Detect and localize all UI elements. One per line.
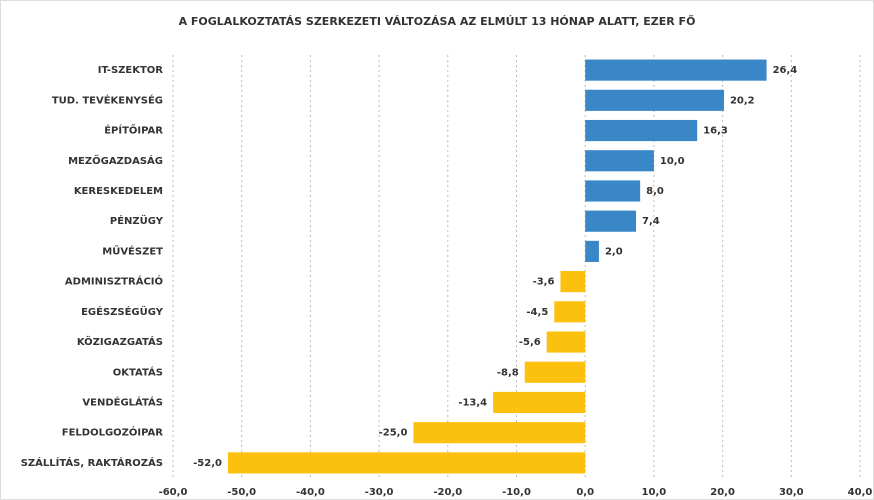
x-tick-label: -10,0: [502, 487, 531, 498]
data-label: -52,0: [193, 458, 222, 469]
x-tick-label: 40,0: [848, 487, 873, 498]
bar: [585, 89, 724, 111]
y-tick-label: KERESKEDELEM: [74, 186, 163, 197]
bar: [560, 271, 586, 293]
data-label: -13,4: [458, 397, 487, 408]
y-tick-label: MŰVÉSZET: [102, 243, 163, 257]
x-tick-label: -20,0: [433, 487, 462, 498]
y-tick-label: TUD. TEVÉKENYSÉG: [52, 93, 163, 106]
data-label: -4,5: [526, 307, 548, 318]
data-label: 20,2: [730, 95, 755, 106]
bar: [493, 391, 586, 414]
bar: [585, 119, 698, 142]
y-tick-label: IT-SZEKTOR: [98, 65, 164, 76]
y-tick-label: SZÁLLÍTÁS, RAKTÁROZÁS: [21, 456, 163, 469]
y-tick-label: OKTATÁS: [113, 365, 163, 378]
bar: [413, 422, 586, 444]
data-label: 10,0: [660, 156, 685, 167]
bar: [585, 240, 599, 262]
bar: [227, 452, 586, 474]
data-label: -5,6: [519, 337, 541, 348]
x-tick-label: -60,0: [159, 487, 188, 498]
x-tick-label: -40,0: [296, 487, 325, 498]
data-label: -3,6: [533, 277, 555, 288]
x-tick-label: -30,0: [365, 487, 394, 498]
data-label: 16,3: [703, 126, 728, 137]
y-tick-label: FELDOLGOZÓIPAR: [62, 426, 164, 439]
y-tick-label: EGÉSZSÉGÜGY: [81, 304, 164, 318]
bar: [524, 361, 586, 383]
bar: [546, 331, 586, 353]
y-tick-label: MEZŐGAZDASÁG: [68, 153, 163, 167]
x-tick-label: 10,0: [642, 487, 667, 498]
bar: [554, 301, 586, 323]
x-tick-label: -50,0: [227, 487, 256, 498]
data-label: 2,0: [605, 246, 623, 257]
x-tick-label: 0,0: [576, 487, 594, 498]
x-tick-label: 20,0: [710, 487, 735, 498]
y-tick-label: ADMINISZTRÁCIÓ: [65, 275, 163, 288]
bar: [585, 59, 767, 81]
bar: [585, 150, 654, 172]
data-label: 7,4: [642, 216, 660, 227]
data-label: -25,0: [379, 428, 408, 439]
x-tick-label: 30,0: [779, 487, 804, 498]
bar: [585, 210, 637, 232]
data-label: 8,0: [646, 186, 664, 197]
y-tick-label: VENDÉGLÁTÁS: [82, 395, 163, 408]
chart-title: A FOGLALKOZTATÁS SZERKEZETI VÁLTOZÁSA AZ…: [179, 14, 696, 28]
y-tick-label: PÉNZÜGY: [110, 213, 164, 227]
data-label: -8,8: [497, 367, 519, 378]
data-label: 26,4: [773, 65, 798, 76]
y-tick-label: ÉPÍTŐIPAR: [104, 123, 163, 137]
y-tick-label: KÖZIGAZGATÁS: [77, 334, 163, 348]
bar: [585, 180, 641, 202]
